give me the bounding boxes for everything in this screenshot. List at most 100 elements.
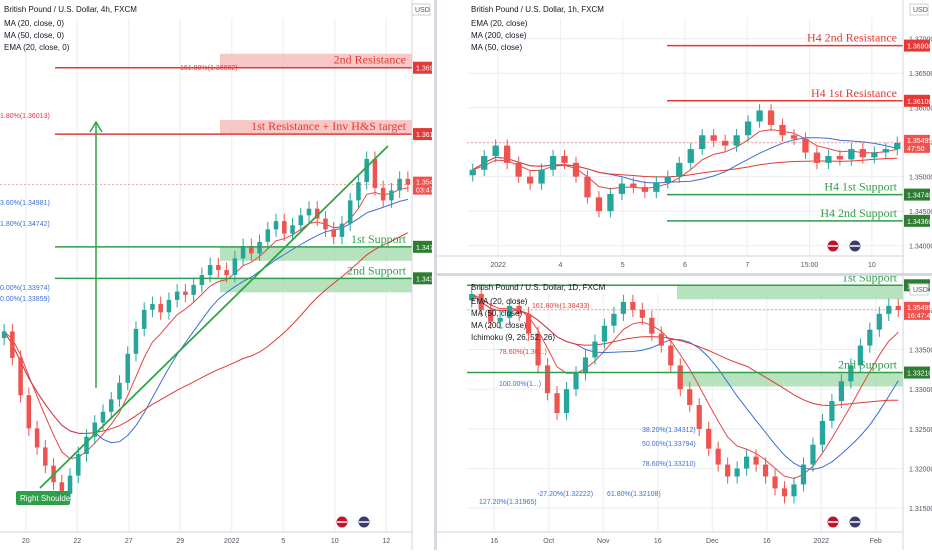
candle-body: [150, 304, 155, 310]
countdown-text: 47:50: [907, 146, 925, 153]
candle-body: [664, 176, 671, 183]
ema-line: [472, 129, 898, 190]
candle-body: [848, 149, 855, 160]
candle-body: [710, 135, 717, 141]
last-price-tag[interactable]: [904, 301, 930, 320]
arrow-head-icon: [89, 120, 103, 133]
candle-body: [488, 309, 494, 322]
candle-body: [867, 329, 873, 346]
chart-panel-4h[interactable]: 2nd Resistance 1st Resistance + Inv H&S t…: [0, 0, 443, 550]
candle-body: [191, 284, 196, 295]
fib-label: 161.80%(1.38433): [532, 303, 590, 310]
candle-body: [232, 258, 238, 275]
x-tick-label: 6: [683, 262, 687, 269]
fib-label: -27.20%(1.32222): [537, 491, 593, 498]
level-price-tag[interactable]: [413, 272, 432, 285]
y-tick-label: 1.31500: [909, 506, 932, 513]
candle-body: [744, 121, 752, 136]
candle-body: [43, 447, 48, 466]
candle-body: [607, 193, 614, 212]
x-tick-label: 27: [125, 538, 133, 545]
level-price-text: 1.34740: [907, 193, 932, 200]
level-zone: [220, 246, 412, 261]
chart-title: British Pound / U.S. Dollar, 1h, FXCM: [471, 5, 604, 14]
level-price-tag[interactable]: [413, 128, 432, 141]
candle-body: [273, 221, 279, 230]
candle-body: [290, 225, 295, 234]
currency-badge[interactable]: [909, 3, 929, 16]
candle-body: [141, 309, 147, 329]
candle-body: [18, 357, 23, 396]
candle-body: [836, 155, 844, 160]
level-price-tag[interactable]: [904, 366, 930, 379]
level-label: H4 1st Support: [824, 180, 897, 194]
y-tick-label: 1.36500: [909, 71, 932, 78]
candle-body: [183, 291, 188, 295]
fib-label: 38.20%(1.34312): [642, 427, 696, 434]
candle-body: [639, 309, 645, 318]
candle-body: [265, 229, 271, 242]
candle-body: [538, 169, 545, 184]
indicator-label: MA (200, close): [471, 321, 527, 330]
last-price-text: 1.35495: [416, 180, 434, 187]
y-tick-label: 1.32000: [909, 467, 932, 474]
candle-body: [791, 484, 797, 497]
chart-1h[interactable]: H4 2nd Resistance H4 1st Resistance H4 1st…: [437, 0, 932, 273]
level-price-tag[interactable]: [904, 94, 930, 107]
indicator-label: EMA (20, close, 0): [4, 43, 70, 52]
candle-body: [314, 208, 320, 219]
fib-label: 161.80%(1.36602): [180, 65, 238, 72]
fib-label: 1.80%(1.34742): [0, 221, 50, 228]
candle-body: [76, 454, 81, 476]
level-label: 2nd Support: [347, 263, 407, 277]
level-price-tag[interactable]: [904, 188, 930, 201]
level-price-tag[interactable]: [413, 61, 432, 74]
chart-4h[interactable]: 2nd Resistance 1st Resistance + Inv H&S t…: [0, 0, 443, 550]
last-price-tag[interactable]: [904, 134, 930, 153]
candle-body: [781, 488, 788, 497]
fib-label: 61.80%(1.32108): [607, 491, 661, 498]
chart-panel-1h[interactable]: H4 2nd Resistance H4 1st Resistance H4 1st…: [437, 0, 932, 273]
y-tick-label: 1.36000: [909, 106, 932, 113]
candle-body: [618, 183, 626, 194]
candle-body: [331, 229, 336, 237]
currency-badge[interactable]: [411, 3, 431, 16]
fib-label: 78.60%(1.33210): [642, 461, 696, 468]
panel-divider-vertical[interactable]: [434, 0, 437, 550]
candle-body: [630, 301, 636, 310]
level-label: H4 2nd Resistance: [807, 31, 897, 45]
x-tick-label: Nov: [597, 538, 610, 545]
ma200-line: [471, 293, 899, 407]
level-price-text: 1.34360: [907, 219, 932, 226]
currency-badge[interactable]: [909, 283, 929, 296]
candle-body: [882, 149, 889, 153]
y-tick-label: 1.34000: [909, 244, 932, 251]
candle-body: [554, 393, 560, 413]
x-tick-label: 4: [558, 262, 562, 269]
annotation-badge[interactable]: [16, 491, 70, 505]
last-price-text: 1.35495: [907, 305, 932, 312]
fib-label: 0.00%(1.33974): [0, 285, 50, 292]
level-price-tag[interactable]: [904, 214, 930, 227]
last-price-tag[interactable]: [413, 176, 432, 195]
candle-body: [810, 444, 816, 465]
candle-body: [108, 399, 114, 412]
x-tick-label: 10: [868, 262, 876, 269]
level-zone: [677, 372, 903, 387]
level-price-tag[interactable]: [904, 39, 930, 52]
annotation-text: Right Shoulder: [20, 494, 73, 503]
candle-body: [779, 124, 786, 136]
indicator-label: EMA (20, close): [471, 297, 528, 306]
candle-body: [306, 208, 312, 216]
level-price-text: 1.36900: [907, 44, 932, 51]
candle-body: [894, 142, 901, 150]
panel-divider-horizontal[interactable]: [437, 273, 932, 276]
candle-body: [166, 299, 172, 313]
candle-body: [339, 223, 345, 237]
fib-label: 78.60%(1.36...): [499, 349, 547, 356]
level-price-tag[interactable]: [413, 240, 432, 253]
x-tick-label: 29: [176, 538, 184, 545]
candle-body: [372, 158, 378, 188]
